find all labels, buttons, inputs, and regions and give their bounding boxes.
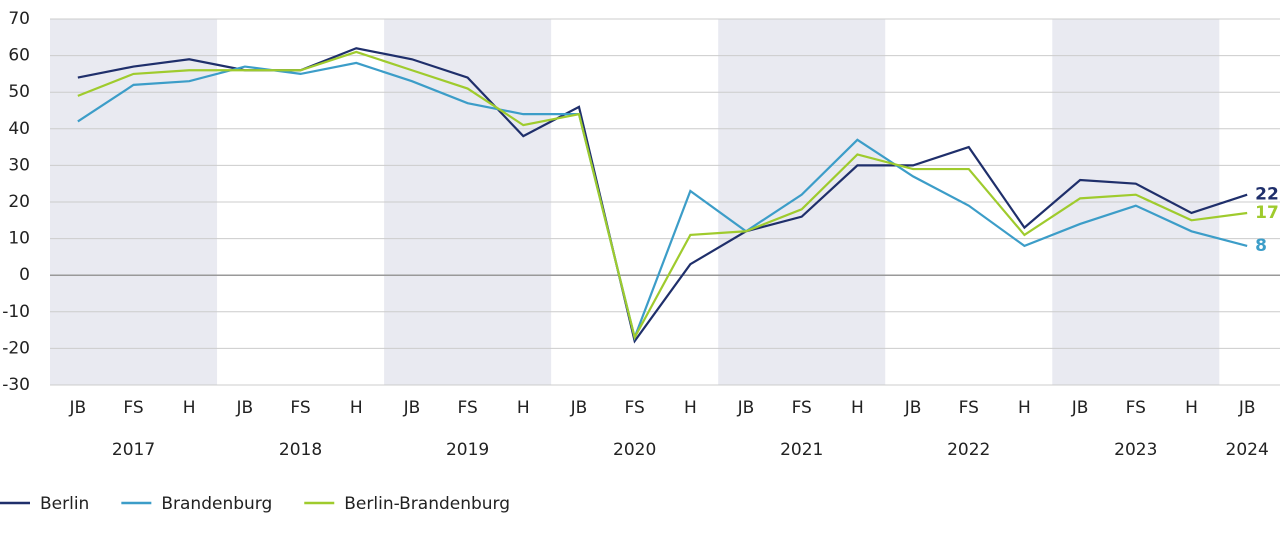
year-label: 2018 — [279, 440, 322, 460]
x-tick-label: H — [183, 398, 196, 418]
year-label: 2017 — [112, 440, 155, 460]
series-line — [77, 50, 1248, 341]
x-tick-label: FS — [625, 398, 645, 418]
legend-label: Berlin-Brandenburg — [344, 494, 510, 514]
x-tick-label: JB — [68, 398, 86, 418]
y-tick-label: 60 — [8, 46, 30, 66]
x-tick-label: JB — [1071, 398, 1089, 418]
x-tick-label: JB — [403, 398, 421, 418]
end-label: 22 — [1255, 185, 1279, 205]
x-tick-label: H — [1018, 398, 1031, 418]
legend-label: Brandenburg — [161, 494, 272, 514]
y-tick-label: 0 — [19, 265, 30, 285]
x-tick-label: JB — [570, 398, 588, 418]
y-tick-label: 40 — [8, 119, 30, 139]
x-tick-label: H — [350, 398, 363, 418]
legend-label: Berlin — [40, 494, 89, 514]
year-label: 2023 — [1114, 440, 1157, 460]
x-tick-label: FS — [123, 398, 143, 418]
x-tick-label: FS — [290, 398, 310, 418]
x-tick-label: JB — [1238, 398, 1256, 418]
end-label: 17 — [1255, 203, 1279, 223]
y-tick-label: -20 — [2, 338, 30, 358]
x-tick-label: JB — [737, 398, 755, 418]
y-tick-label: 10 — [8, 229, 30, 249]
y-tick-label: 70 — [8, 9, 30, 29]
year-label: 2021 — [780, 440, 823, 460]
x-tick-label: FS — [457, 398, 477, 418]
x-tick-label: H — [517, 398, 530, 418]
x-tick-label: H — [684, 398, 697, 418]
x-tick-label: FS — [792, 398, 812, 418]
x-tick-label: H — [851, 398, 864, 418]
year-label: 2019 — [446, 440, 489, 460]
y-tick-label: -30 — [2, 375, 30, 395]
y-tick-label: 30 — [8, 155, 30, 175]
x-tick-label: H — [1185, 398, 1198, 418]
x-tick-label: JB — [904, 398, 922, 418]
y-tick-label: -10 — [2, 302, 30, 322]
y-tick-label: 50 — [8, 82, 30, 102]
year-label: 2024 — [1226, 440, 1269, 460]
y-tick-label: 20 — [8, 192, 30, 212]
end-label: 8 — [1255, 236, 1267, 256]
x-tick-label: JB — [236, 398, 254, 418]
x-tick-label: FS — [1126, 398, 1146, 418]
x-tick-label: FS — [959, 398, 979, 418]
year-label: 2020 — [613, 440, 656, 460]
year-label: 2022 — [947, 440, 990, 460]
